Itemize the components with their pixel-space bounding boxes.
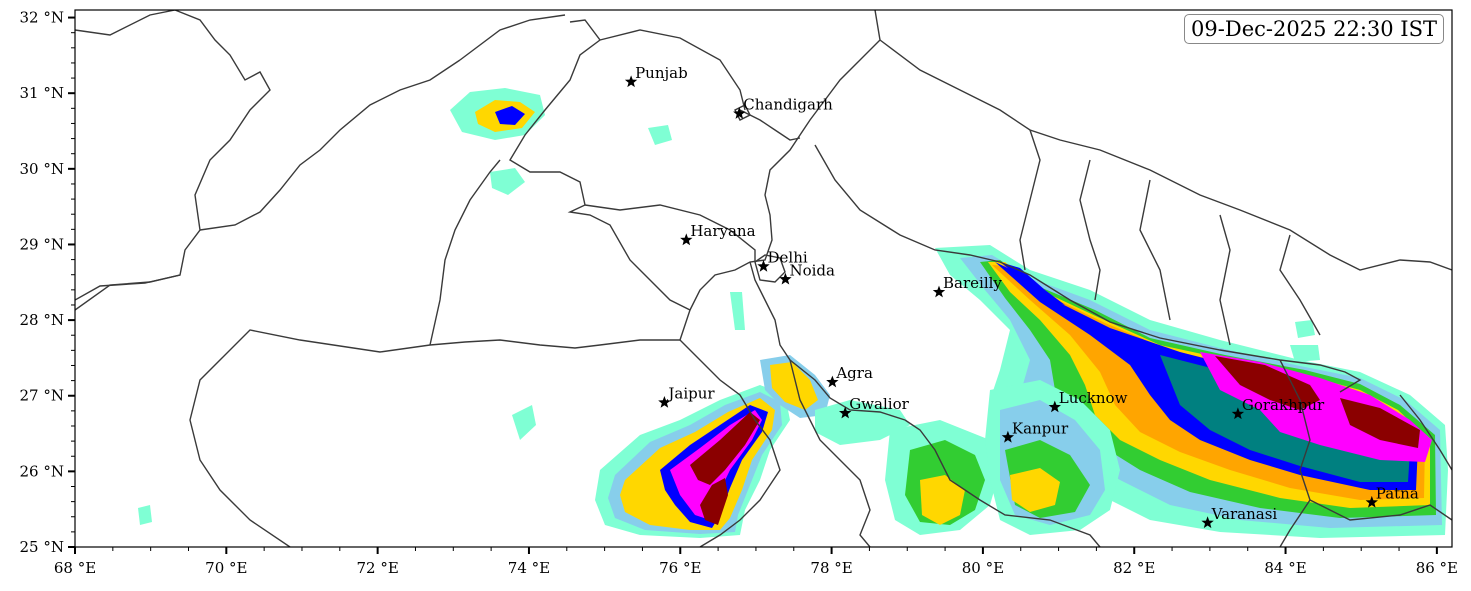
border-india-states-3 xyxy=(599,29,746,111)
city-star-icon xyxy=(1231,407,1245,420)
precip-cluster-rajasthan-7 xyxy=(700,478,728,525)
border-haryana xyxy=(584,204,756,262)
border-delhi xyxy=(754,254,786,283)
precip-speck-1 xyxy=(648,125,672,145)
city-star-icon xyxy=(757,259,770,272)
precip-speck-2 xyxy=(512,405,536,440)
political-borders xyxy=(75,10,1452,547)
border-pak-provinces xyxy=(199,59,461,231)
border-nepal-provinces-2 xyxy=(1079,159,1101,301)
city-star-icon xyxy=(1001,430,1015,443)
city-star-icon xyxy=(680,233,693,246)
border-nepal-provinces-1 xyxy=(1019,129,1041,271)
precip-speck-4 xyxy=(1295,320,1315,338)
border-wb xyxy=(1399,394,1452,471)
precip-band-east-9 xyxy=(1215,356,1320,410)
lon-tick-label: 76 °E xyxy=(659,559,701,577)
city-star-icon xyxy=(779,272,792,285)
border-nepal-north xyxy=(879,39,1452,271)
lon-tick-label: 86 °E xyxy=(1416,559,1458,577)
city-label: Gwalior xyxy=(849,395,909,413)
city-label: Haryana xyxy=(690,222,755,240)
axes: 68 °E 70 °E 72 °E 74 °E 76 °E 78 °E 80 °E 82 °E… xyxy=(20,9,1459,577)
city-star-icon xyxy=(733,107,746,119)
lon-tick-label: 84 °E xyxy=(1264,559,1306,577)
city-label: Bareilly xyxy=(943,274,1002,292)
city-label: Varanasi xyxy=(1211,505,1278,523)
city-label: Punjab xyxy=(635,64,688,82)
precip-cluster-agra-3 xyxy=(815,400,910,445)
precip-cluster-central-3 xyxy=(920,475,965,525)
border-bihar-up xyxy=(1279,359,1311,547)
lat-tick-label: 31 °N xyxy=(20,84,64,102)
precip-cluster-north-4 xyxy=(490,168,525,195)
precip-cluster-kanpur-4 xyxy=(1010,468,1060,512)
city-label: Chandigarh xyxy=(743,96,833,114)
precip-cluster-rajasthan-6 xyxy=(690,412,760,485)
city-star-icon xyxy=(658,396,671,408)
city-label: Lucknow xyxy=(1059,389,1128,407)
border-rajasthan xyxy=(679,339,781,547)
border-up-mp xyxy=(789,359,871,547)
border-pakistan-india xyxy=(189,19,691,547)
border-india-states-1 xyxy=(689,10,881,311)
lon-tick-label: 70 °E xyxy=(205,559,247,577)
lon-tick-label: 72 °E xyxy=(356,559,398,577)
precipitation-field xyxy=(138,88,1448,538)
border-nepal-south xyxy=(814,144,1362,393)
lat-tick-label: 29 °N xyxy=(20,235,64,253)
city-label: Jaipur xyxy=(666,385,715,403)
precip-cluster-agra-2 xyxy=(770,362,818,410)
lat-tick-label: 26 °N xyxy=(20,462,64,480)
border-kashmir xyxy=(459,14,566,61)
border-bihar-jh xyxy=(1309,499,1452,521)
border-india-states-2 xyxy=(739,109,801,141)
lat-tick-label: 28 °N xyxy=(20,311,64,329)
border-pak-iran xyxy=(75,274,181,301)
lat-tick-label: 25 °N xyxy=(20,538,64,556)
precip-band-east-9b xyxy=(1340,398,1420,448)
city-label: Delhi xyxy=(768,248,808,266)
border-nepal-provinces-4 xyxy=(1219,214,1231,346)
lat-tick-label: 30 °N xyxy=(20,160,64,178)
city-star-icon xyxy=(1048,400,1061,413)
lat-tick-label: 27 °N xyxy=(20,387,64,405)
city-label: Agra xyxy=(835,364,873,382)
city-label: Patna xyxy=(1376,484,1419,502)
city-star-icon xyxy=(932,285,946,298)
border-afg-pak xyxy=(75,10,271,311)
border-nepal-provinces-5 xyxy=(1279,234,1321,336)
border-mp-up-2 xyxy=(904,419,1101,547)
precip-speck-5 xyxy=(1290,345,1320,362)
precip-speck-6 xyxy=(730,292,745,330)
border-nepal-provinces-3 xyxy=(1139,179,1171,321)
lon-tick-label: 74 °E xyxy=(508,559,550,577)
city-star-icon xyxy=(826,375,839,388)
city-label: Noida xyxy=(789,261,835,279)
city-star-icon xyxy=(1201,516,1214,529)
lon-tick-label: 78 °E xyxy=(810,559,852,577)
precip-cluster-north-3 xyxy=(495,106,525,125)
city-label: Kanpur xyxy=(1012,419,1069,437)
precip-band-east-6b xyxy=(1000,262,1065,305)
lon-tick-label: 82 °E xyxy=(1113,559,1155,577)
lon-tick-label: 68 °E xyxy=(54,559,96,577)
city-star-icon xyxy=(1365,495,1378,508)
border-sind xyxy=(429,159,501,346)
plot-frame xyxy=(74,9,1453,548)
timestamp-label: 09-Dec-2025 22:30 IST xyxy=(1184,14,1444,44)
city-star-icon xyxy=(839,406,852,419)
precip-speck-3 xyxy=(138,505,152,525)
lon-tick-label: 80 °E xyxy=(962,559,1004,577)
city-star-icon xyxy=(624,75,638,88)
lat-tick-label: 32 °N xyxy=(20,9,64,27)
city-label: Gorakhpur xyxy=(1242,396,1325,414)
